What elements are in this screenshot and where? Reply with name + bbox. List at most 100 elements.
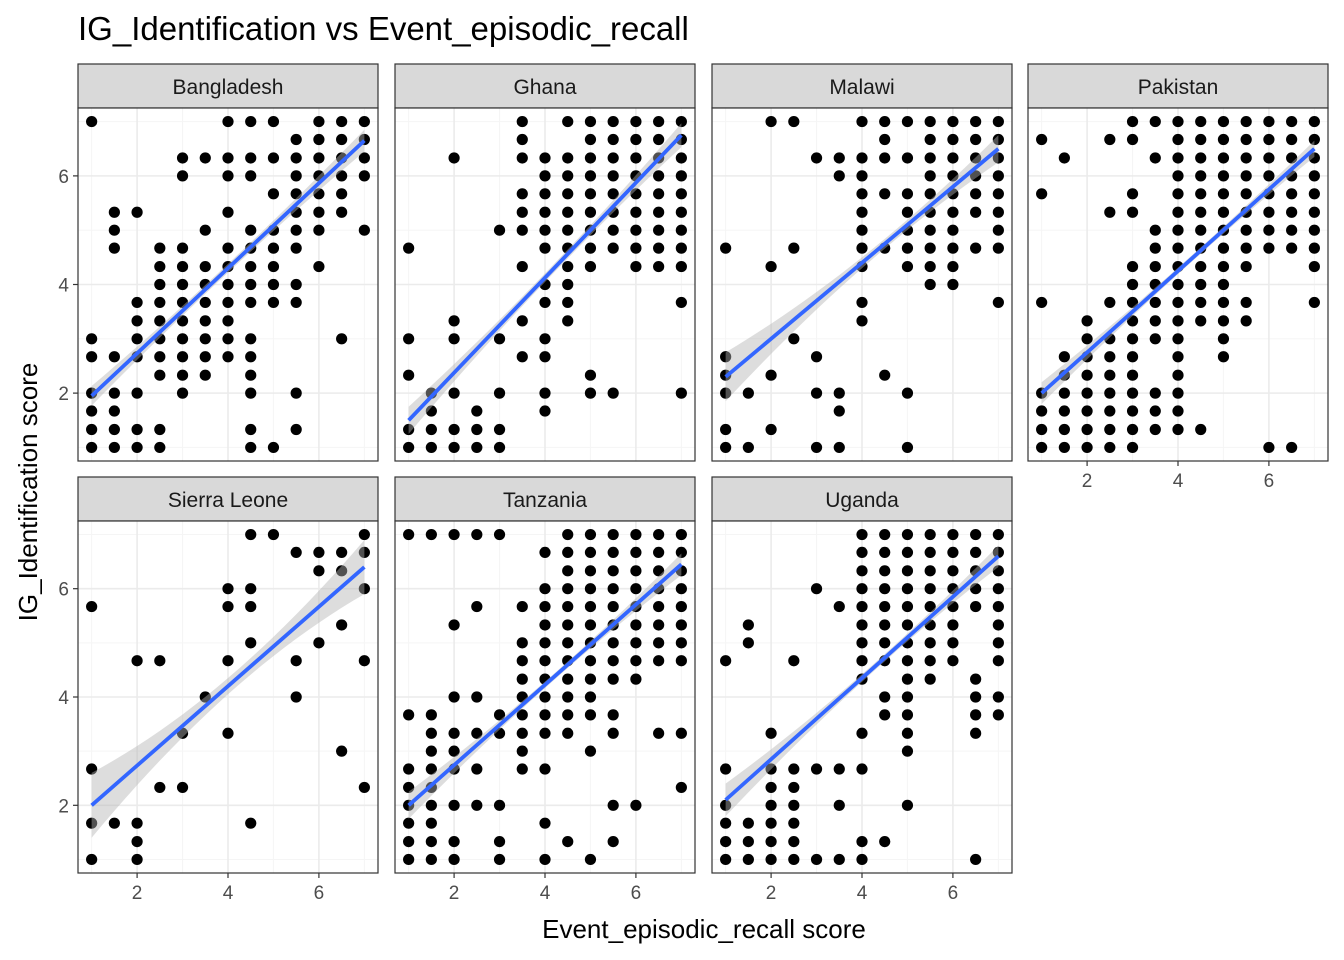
data-point (1286, 242, 1298, 254)
data-point (675, 224, 687, 236)
data-point (833, 600, 845, 613)
data-point (1263, 441, 1275, 454)
data-point (607, 583, 619, 595)
data-point (493, 799, 506, 811)
x-tick-label: 4 (223, 883, 234, 904)
data-point (765, 260, 777, 273)
data-point (607, 188, 619, 200)
data-point (1263, 170, 1275, 182)
data-point (970, 709, 982, 721)
data-point (947, 242, 959, 254)
data-point (448, 835, 460, 848)
data-point (788, 799, 800, 811)
data-point (1240, 115, 1252, 128)
data-point (742, 817, 754, 829)
data-point (539, 619, 551, 631)
data-point (425, 405, 437, 417)
data-point (1149, 315, 1161, 327)
data-point (199, 152, 211, 164)
data-point (471, 763, 483, 775)
facet-strip (1027, 63, 1329, 109)
data-point (86, 115, 98, 128)
data-point (584, 206, 597, 218)
data-point (607, 115, 619, 128)
data-point (765, 799, 777, 811)
data-point (856, 188, 868, 200)
data-point (199, 315, 211, 327)
data-point (833, 763, 845, 775)
data-point (493, 709, 506, 721)
data-point (539, 333, 551, 345)
data-point (539, 817, 551, 829)
data-point (245, 115, 257, 128)
data-point (924, 619, 936, 631)
data-point (562, 170, 574, 182)
data-point (901, 152, 914, 164)
data-point (1172, 188, 1184, 200)
x-axis-title: Event_episodic_recall score (542, 914, 866, 944)
data-point (901, 242, 914, 254)
data-point (924, 600, 936, 613)
data-point (1240, 152, 1252, 164)
data-point (607, 835, 619, 848)
data-point (539, 853, 551, 866)
data-point (1149, 260, 1161, 273)
data-point (448, 441, 460, 454)
data-point (539, 583, 551, 595)
data-point (86, 387, 98, 399)
data-point (425, 745, 437, 757)
data-point (675, 152, 687, 164)
data-point (245, 600, 257, 613)
data-point (199, 333, 211, 345)
data-point (1172, 170, 1184, 182)
data-point (336, 206, 348, 218)
data-point (1195, 133, 1207, 146)
data-point (245, 170, 257, 182)
data-point (788, 763, 800, 775)
data-point (675, 188, 687, 200)
data-point (245, 528, 257, 541)
data-point (856, 583, 868, 595)
data-point (222, 333, 234, 345)
confidence-ribbon (725, 135, 999, 402)
data-point (154, 242, 166, 254)
data-point (630, 655, 642, 667)
data-point (630, 546, 642, 559)
data-point (653, 546, 665, 559)
data-point (539, 546, 551, 559)
data-point (267, 441, 280, 454)
data-point (1104, 441, 1116, 454)
data-point (901, 546, 914, 559)
data-point (584, 600, 597, 613)
data-point (630, 799, 642, 811)
data-point (607, 727, 619, 739)
data-point (516, 637, 528, 649)
data-point (448, 619, 460, 631)
data-point (1126, 260, 1139, 273)
data-point (108, 387, 120, 399)
data-point (131, 387, 143, 399)
data-point (1104, 369, 1116, 381)
data-point (245, 387, 257, 399)
data-point (879, 637, 891, 649)
data-point (539, 170, 551, 182)
data-point (992, 152, 1004, 164)
data-point (653, 565, 665, 577)
data-point (765, 115, 777, 128)
data-point (1217, 133, 1230, 146)
data-point (290, 655, 302, 667)
data-point (584, 369, 597, 381)
facet-strip-label: Bangladesh (173, 76, 284, 99)
data-point (653, 206, 665, 218)
data-point (675, 115, 687, 128)
data-point (562, 583, 574, 595)
data-point (1308, 133, 1320, 146)
data-point (947, 115, 959, 128)
data-point (539, 600, 551, 613)
data-point (1195, 224, 1207, 236)
data-point (1081, 405, 1093, 417)
data-point (1081, 441, 1093, 454)
fit-line (724, 147, 1000, 379)
data-point (765, 853, 777, 866)
